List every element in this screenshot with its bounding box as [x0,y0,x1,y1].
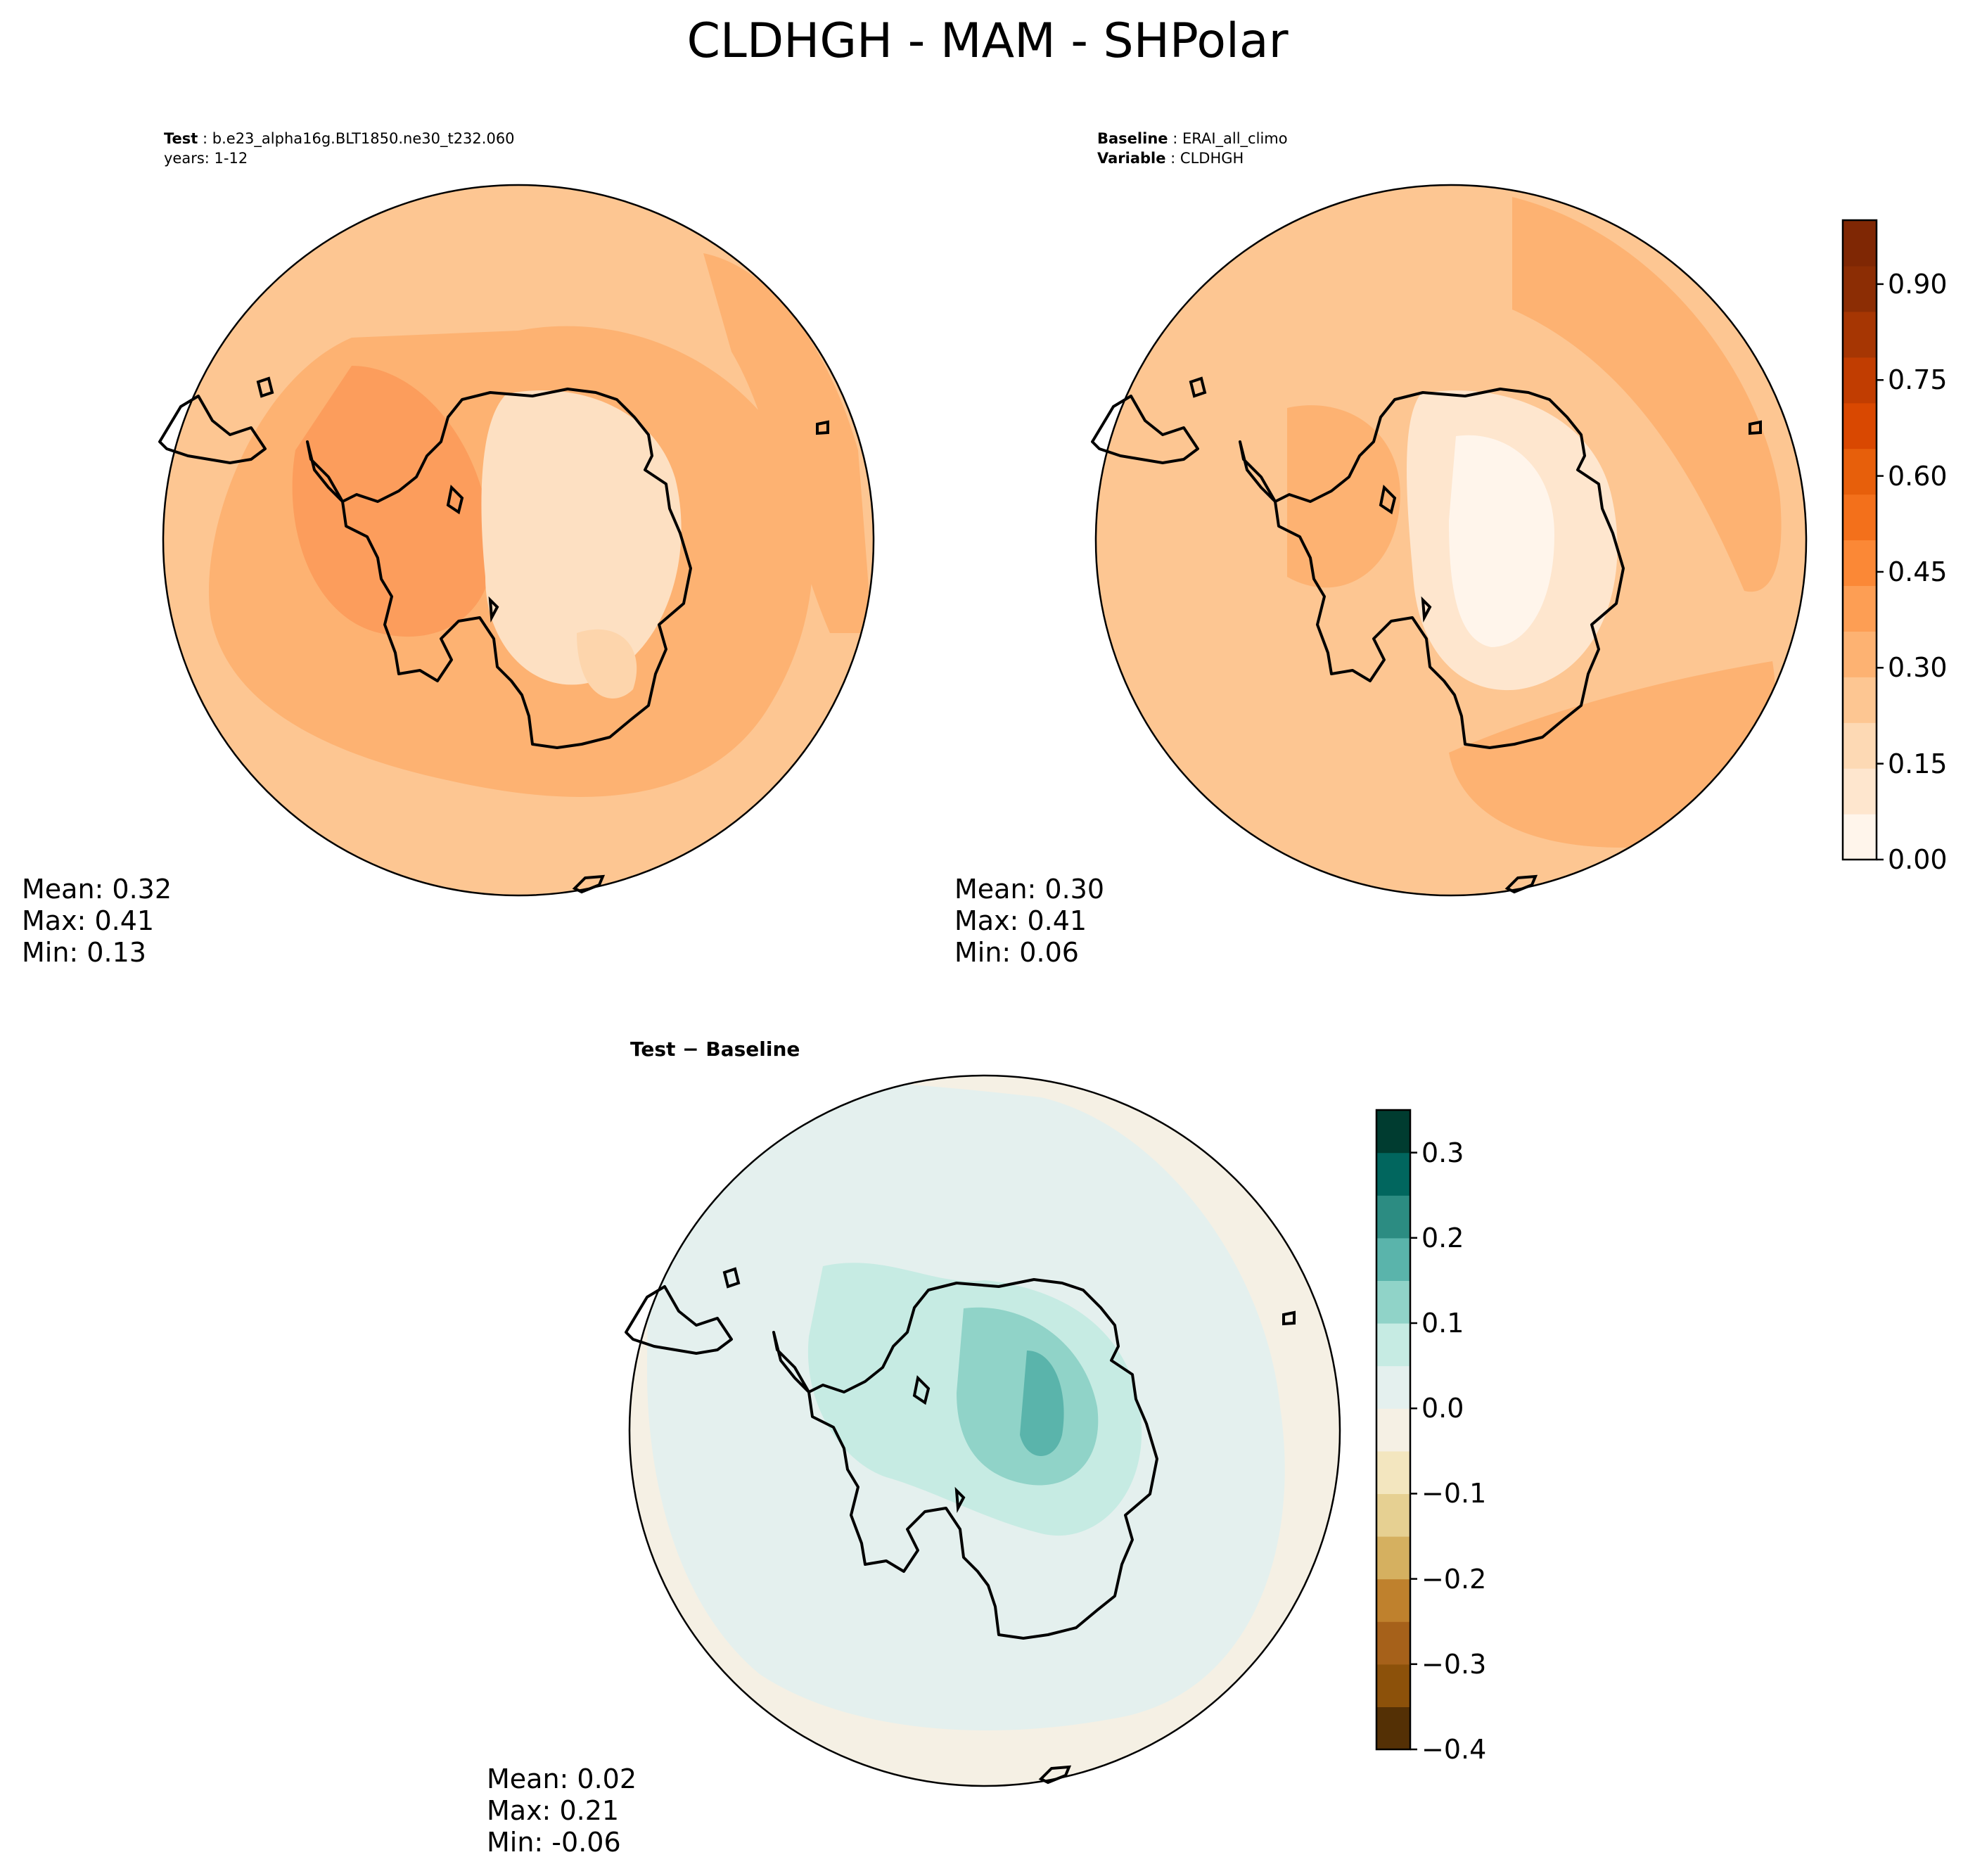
oranges-colorbar-segment [1843,494,1877,541]
brbg-colorbar-segment [1376,1365,1410,1409]
brbg-colorbar-tick-label: −0.4 [1421,1734,1487,1765]
baseline-mean: Mean: 0.30 [954,874,1105,905]
diff-map [625,1074,1341,1787]
diff-title: Test − Baseline [630,1038,800,1061]
test-min: Min: 0.13 [22,937,146,968]
diff-max: Max: 0.21 [487,1795,620,1826]
test-map [158,184,875,897]
oranges-colorbar-tick-label: 0.00 [1888,844,1948,875]
oranges-colorbar-segment [1843,722,1877,769]
diff-mean: Mean: 0.02 [487,1763,637,1794]
brbg-colorbar-segment [1376,1323,1410,1367]
brbg-colorbar-segment [1376,1578,1410,1622]
brbg-colorbar-segment [1376,1195,1410,1239]
brbg-colorbar-segment [1376,1706,1410,1750]
diff-stats: Mean: 0.02 Max: 0.21 Min: -0.06 [487,1763,637,1858]
brbg-colorbar-segment [1376,1110,1410,1154]
figure-title: CLDHGH - MAM - SHPolar [686,13,1289,69]
baseline-name: ERAI_all_climo [1182,130,1288,147]
brbg-colorbar-segment [1376,1664,1410,1707]
test-case-name: b.e23_alpha16g.BLT1850.ne30_t232.060 [212,130,515,147]
oranges-colorbar-segment [1843,402,1877,449]
brbg-colorbar-tick-label: 0.3 [1421,1137,1464,1168]
test-max: Max: 0.41 [22,905,155,936]
oranges-colorbar-tick-label: 0.60 [1888,460,1948,492]
test-header: Test : b.e23_alpha16g.BLT1850.ne30_t232.… [164,130,515,167]
oranges-colorbar-segment [1843,448,1877,495]
variable-name: CLDHGH [1180,150,1244,167]
oranges-colorbar-segment [1843,677,1877,723]
brbg-colorbar-segment [1376,1493,1410,1537]
test-label: Test [164,130,198,147]
baseline-map [1091,184,1808,897]
diff-title-test: Test [630,1038,676,1061]
brbg-colorbar-tick-label: 0.1 [1421,1308,1464,1339]
brbg-colorbar-segment [1376,1536,1410,1580]
oranges-colorbar-segment [1843,220,1877,267]
test-stats: Mean: 0.32 Max: 0.41 Min: 0.13 [22,874,172,969]
brbg-colorbar-tick-label: −0.1 [1421,1478,1487,1510]
oranges-colorbar-tick-label: 0.75 [1888,364,1948,396]
oranges-colorbar-segment [1843,585,1877,632]
oranges-colorbar-segment [1843,768,1877,815]
brbg-colorbar-tick-label: 0.2 [1421,1222,1464,1253]
baseline-min: Min: 0.06 [954,937,1079,968]
oranges-colorbar-frame [1841,219,1878,861]
oranges-colorbar-segment [1843,357,1877,404]
brbg-colorbar-segment [1376,1280,1410,1324]
test-mean: Mean: 0.32 [22,874,172,905]
oranges-colorbar-tick-label: 0.15 [1888,748,1948,779]
baseline-header: Baseline : ERAI_all_climo Variable : CLD… [1097,130,1288,167]
brbg-colorbar-tick-label: 0.0 [1421,1393,1464,1424]
baseline-max: Max: 0.41 [954,905,1087,936]
brbg-colorbar-frame [1375,1109,1412,1751]
oranges-colorbar-segment [1843,265,1877,312]
test-years: years: 1-12 [164,150,248,167]
oranges-colorbar-segment [1843,311,1877,358]
diff-title-minus: − [682,1038,699,1061]
oranges-colorbar-tick-label: 0.30 [1888,652,1948,684]
brbg-colorbar-tick-label: −0.2 [1421,1563,1487,1595]
diff-min: Min: -0.06 [487,1827,621,1858]
oranges-colorbar-tick-label: 0.90 [1888,268,1948,300]
brbg-colorbar-segment [1376,1621,1410,1665]
oranges-colorbar-segment [1843,631,1877,677]
oranges-colorbar-segment [1843,540,1877,587]
baseline-label: Baseline [1097,130,1168,147]
diff-title-baseline: Baseline [705,1038,800,1061]
brbg-colorbar [1375,1109,1417,1751]
brbg-colorbar-segment [1376,1408,1410,1452]
brbg-colorbar-segment [1376,1450,1410,1494]
oranges-colorbar [1841,219,1884,861]
oranges-colorbar-tick-label: 0.45 [1888,556,1948,587]
brbg-colorbar-tick-label: −0.3 [1421,1648,1487,1680]
baseline-stats: Mean: 0.30 Max: 0.41 Min: 0.06 [954,874,1104,969]
brbg-colorbar-segment [1376,1152,1410,1196]
variable-label: Variable [1097,150,1166,167]
brbg-colorbar-segment [1376,1237,1410,1281]
oranges-colorbar-segment [1843,814,1877,860]
